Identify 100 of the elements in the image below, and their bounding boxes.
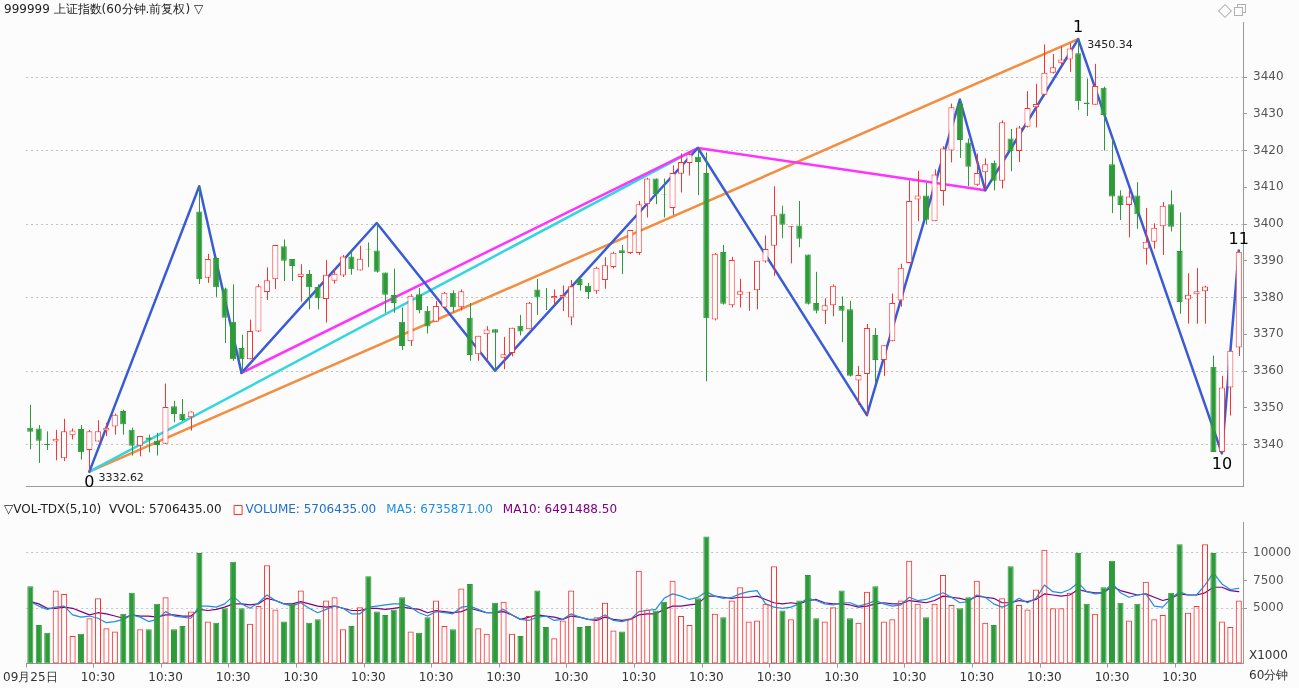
y-tick-label: 3440: [1253, 69, 1284, 84]
bar: [847, 618, 854, 664]
annotation: 1: [1073, 17, 1084, 37]
text: 60分钟: [1249, 667, 1289, 682]
candlestick: [1159, 201, 1166, 256]
candlestick: [796, 200, 803, 248]
y-tick-label: 3360: [1253, 363, 1284, 378]
candlestick: [77, 424, 84, 461]
candlestick: [1168, 189, 1175, 232]
bar: [196, 552, 203, 664]
bar: [314, 619, 321, 664]
x-tick-label: 10:30: [418, 669, 454, 684]
y-tick-label: 3350: [1253, 399, 1284, 414]
bar: [27, 586, 34, 664]
bar: [78, 633, 85, 664]
candlestick: [339, 254, 346, 278]
bar: [1176, 544, 1183, 664]
chart-title: ▽VOL-TDX(5,10) VVOL: 5706435.00: [4, 502, 222, 517]
bar: [373, 611, 380, 664]
bar: [213, 622, 220, 664]
x-tick-label: 10:30: [1162, 669, 1197, 684]
candlestick: [982, 157, 989, 191]
bar: [120, 613, 127, 664]
bar: [179, 625, 186, 664]
bar: [382, 614, 389, 664]
x-tick-label: 10:30: [689, 669, 724, 684]
candlestick: [263, 266, 270, 301]
candlestick: [1125, 189, 1132, 238]
candlestick: [1151, 222, 1158, 250]
candlestick: [762, 234, 769, 264]
candlestick: [52, 429, 59, 461]
bar: [1210, 552, 1217, 664]
y-tick-label: 3400: [1253, 216, 1284, 231]
bar: [965, 597, 972, 664]
candlestick: [1016, 125, 1023, 163]
bar: [661, 601, 668, 664]
candlestick: [500, 336, 507, 370]
bar: [1075, 552, 1082, 664]
annotation: 11: [1228, 228, 1249, 248]
x-tick-label: 10:30: [80, 669, 116, 684]
candlestick: [559, 284, 566, 312]
bar: [230, 561, 237, 664]
candlestick: [965, 137, 972, 187]
candlestick: [170, 400, 177, 423]
annotation: 0: [84, 471, 95, 491]
bar: [990, 624, 997, 664]
x-tick-label: 10:30: [621, 669, 657, 684]
candlestick: [534, 278, 541, 316]
bar: [1117, 602, 1124, 664]
y-tick-label: 5000: [1253, 600, 1284, 615]
data-label: 3450.34: [1087, 37, 1133, 51]
data-label: 3332.62: [98, 470, 144, 484]
bar: [348, 625, 355, 664]
candlestick: [872, 327, 879, 384]
bar: [221, 608, 228, 664]
candlestick: [652, 178, 659, 205]
y-tick-label: 10000: [1253, 545, 1292, 560]
candlestick: [1058, 45, 1065, 67]
bar: [576, 627, 583, 664]
candlestick: [1117, 189, 1124, 221]
x-tick-label: 10:30: [486, 669, 521, 684]
bar: [35, 624, 42, 664]
bar: [1100, 587, 1107, 664]
candlestick: [813, 271, 820, 314]
legend-label: VOLUME: 5706435.00: [245, 502, 377, 517]
candlestick: [601, 256, 608, 290]
bar: [534, 590, 541, 664]
x-tick-label: 10:30: [215, 669, 251, 684]
candlestick: [120, 409, 127, 436]
candlestick: [475, 335, 482, 362]
candlestick: [1007, 128, 1014, 172]
bar: [399, 597, 406, 664]
x-tick-label: 10:30: [959, 669, 995, 684]
candlestick: [322, 259, 330, 324]
x-tick-label: 10:30: [553, 669, 589, 684]
y-tick-label: 3430: [1253, 105, 1284, 120]
x-tick-label: 10:30: [1094, 669, 1130, 684]
candlestick: [990, 160, 997, 191]
candlestick: [128, 427, 135, 457]
candlestick: [449, 289, 456, 313]
candlestick: [111, 413, 118, 436]
bar: [424, 617, 431, 664]
candlestick: [314, 283, 321, 310]
annotation: 10: [1211, 453, 1233, 473]
candlestick: [382, 272, 389, 314]
candlestick: [204, 253, 211, 284]
y-tick-label: 3420: [1253, 142, 1284, 157]
y-tick-label: 3380: [1253, 289, 1284, 304]
text: MA5: 6735871.00: [386, 502, 493, 517]
candlestick: [492, 328, 499, 372]
x-tick-label: 10:30: [1027, 669, 1062, 684]
candlestick: [153, 432, 161, 457]
candlestick: [424, 305, 431, 335]
bar: [1083, 603, 1090, 664]
y-tick-label: 3390: [1253, 252, 1284, 267]
x-tick-label: 10:30: [756, 669, 792, 684]
bar: [492, 602, 499, 664]
candlestick: [737, 278, 744, 308]
candlestick: [399, 306, 406, 351]
bar: [365, 576, 372, 664]
